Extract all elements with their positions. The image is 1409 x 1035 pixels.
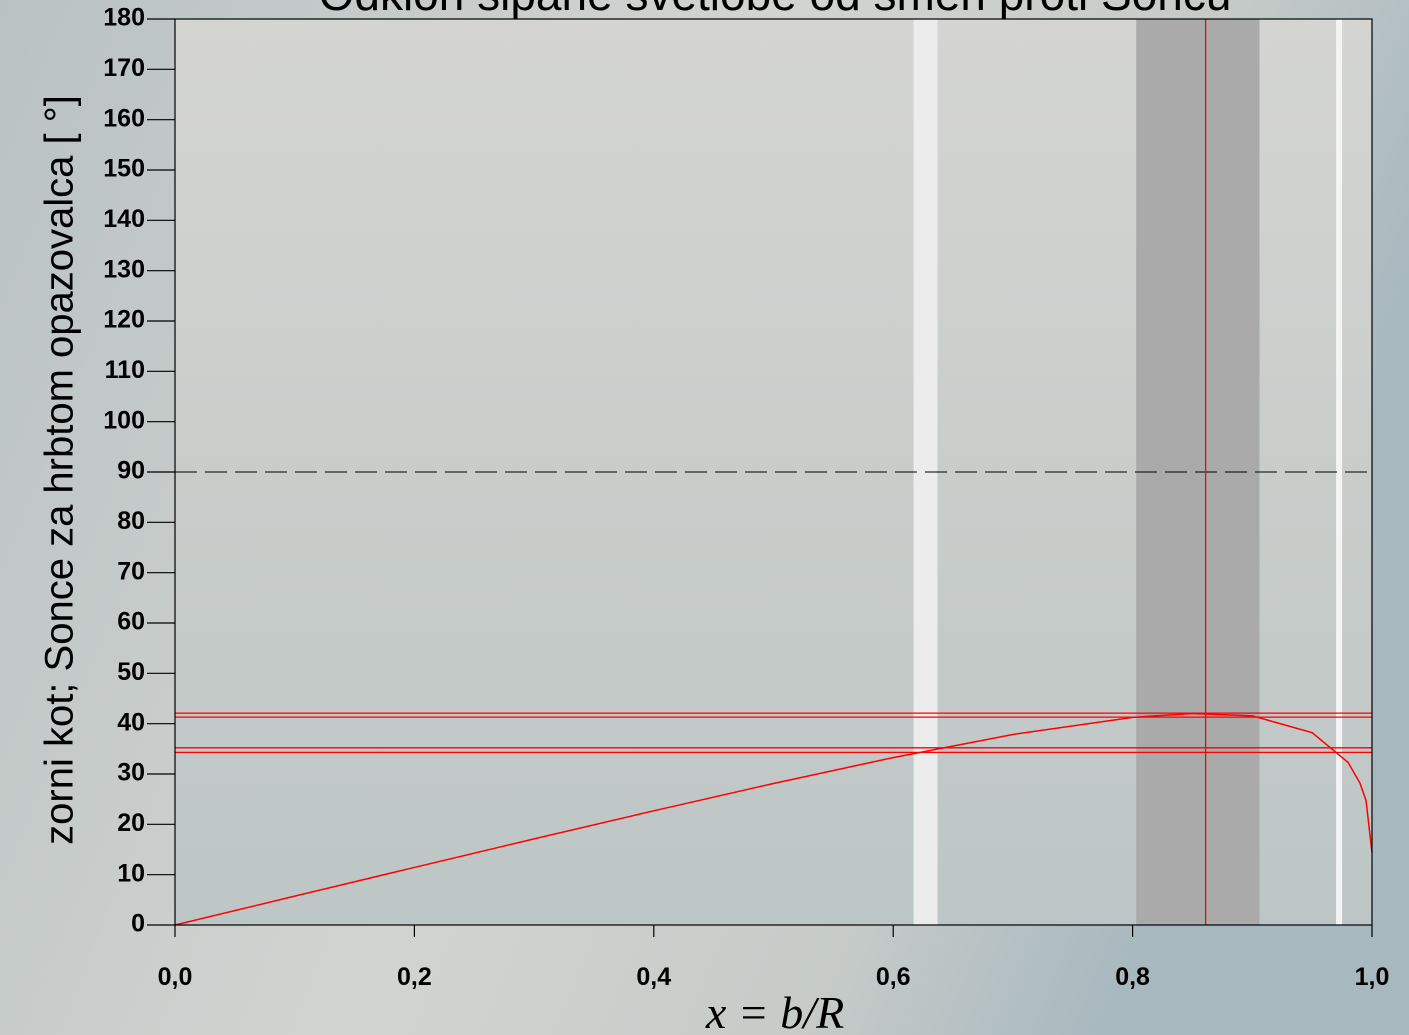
y-tick-label: 100 bbox=[103, 406, 145, 434]
x-tick-label: 1,0 bbox=[1355, 963, 1390, 991]
y-tick-label: 20 bbox=[117, 809, 145, 837]
y-tick-label: 60 bbox=[117, 608, 145, 636]
y-tick-label: 80 bbox=[117, 507, 145, 535]
y-tick-label: 140 bbox=[103, 205, 145, 233]
x-axis-label: x = b/R bbox=[705, 987, 844, 1035]
x-tick-label: 0,4 bbox=[636, 963, 671, 991]
y-tick-label: 120 bbox=[103, 306, 145, 334]
y-tick-label: 130 bbox=[103, 255, 145, 283]
x-tick-label: 0,0 bbox=[158, 963, 193, 991]
x-tick-label: 0,6 bbox=[876, 963, 911, 991]
y-tick-label: 40 bbox=[117, 708, 145, 736]
y-tick-label: 150 bbox=[103, 155, 145, 183]
y-tick-label: 90 bbox=[117, 457, 145, 485]
y-tick-label: 110 bbox=[105, 356, 145, 384]
y-tick-label: 30 bbox=[117, 759, 145, 787]
y-tick-label: 50 bbox=[117, 658, 145, 686]
y-tick-label: 180 bbox=[103, 4, 145, 32]
x-tick-label: 0,2 bbox=[397, 963, 432, 991]
y-tick-label: 70 bbox=[117, 557, 145, 585]
chart: 0 10 20 30 40 50 60 70 80 90 100 110 120 130 140 150 160… bbox=[0, 0, 1409, 1035]
x-tick-label: 0,8 bbox=[1115, 963, 1150, 991]
y-axis-label: zorni kot; Sonce za hrbtom opazovalca [ … bbox=[38, 95, 82, 845]
y-tick-label: 170 bbox=[103, 54, 145, 82]
y-tick-label: 0 bbox=[131, 910, 145, 938]
chart-title: Odklon sipane svetlobe od smeri proti So… bbox=[319, 0, 1232, 20]
y-tick-label: 160 bbox=[103, 104, 145, 132]
y-tick-label: 10 bbox=[117, 859, 145, 887]
